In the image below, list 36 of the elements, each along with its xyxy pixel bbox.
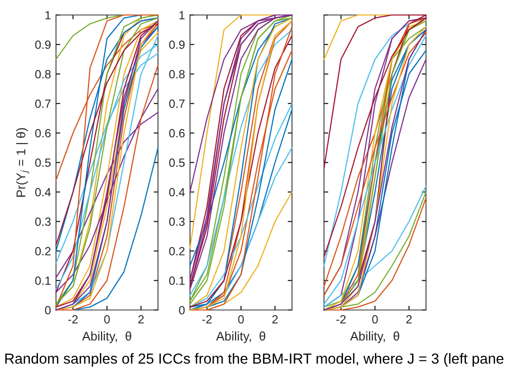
y-tick-label: 0.6 <box>169 129 185 138</box>
y-tick-label: 0.3 <box>35 218 51 226</box>
y-tick-label: 0.8 <box>35 70 51 78</box>
y-tick-label: 0.9 <box>35 40 51 49</box>
x-tick-label: -2 <box>68 315 78 324</box>
y-tick-label: 0 <box>45 306 51 314</box>
text: Random samples of 25 ICCs from the BBM-IRT model, where J = 3 (left pane <box>5 353 504 367</box>
y-tick-label: 0.3 <box>169 218 185 226</box>
y-tick-label: 1 <box>45 11 51 20</box>
y-tick-label: 0.5 <box>35 158 51 167</box>
x-tick-label: 2 <box>272 315 278 324</box>
x-tick-label: 2 <box>138 315 144 324</box>
y-tick-label: 0 <box>179 306 185 314</box>
x-tick-label: 0 <box>104 315 110 324</box>
x-axis-title: Ability, θ <box>350 331 400 344</box>
y-tick-label: 0.7 <box>169 100 185 108</box>
y-axis-title: Pr(Y$_{j}$ = 1 | θ) <box>16 128 30 197</box>
x-tick-label: 2 <box>406 315 412 324</box>
y-tick-label: 0.1 <box>35 276 51 285</box>
y-tick-label: 0.2 <box>35 247 51 256</box>
y-tick-label: 0.6 <box>35 129 51 138</box>
y-tick-label: 0.7 <box>35 100 51 108</box>
y-tick-label: 0.9 <box>169 40 185 49</box>
x-tick-label: -2 <box>202 315 212 324</box>
y-tick-label: 1 <box>179 11 185 20</box>
y-tick-label: 0.8 <box>169 70 185 78</box>
y-tick-label: 0.4 <box>35 188 51 196</box>
y-tick-label: 0.2 <box>169 247 185 256</box>
x-tick-label: -2 <box>336 315 346 324</box>
x-tick-label: 0 <box>238 315 244 324</box>
x-axis-title: Ability, θ <box>216 331 266 344</box>
x-tick-label: 0 <box>372 315 378 324</box>
y-tick-label: 0.5 <box>169 158 185 167</box>
y-tick-label: 0.4 <box>169 188 185 196</box>
x-axis-title: Ability, θ <box>82 331 132 344</box>
y-tick-label: 0.1 <box>169 276 185 285</box>
